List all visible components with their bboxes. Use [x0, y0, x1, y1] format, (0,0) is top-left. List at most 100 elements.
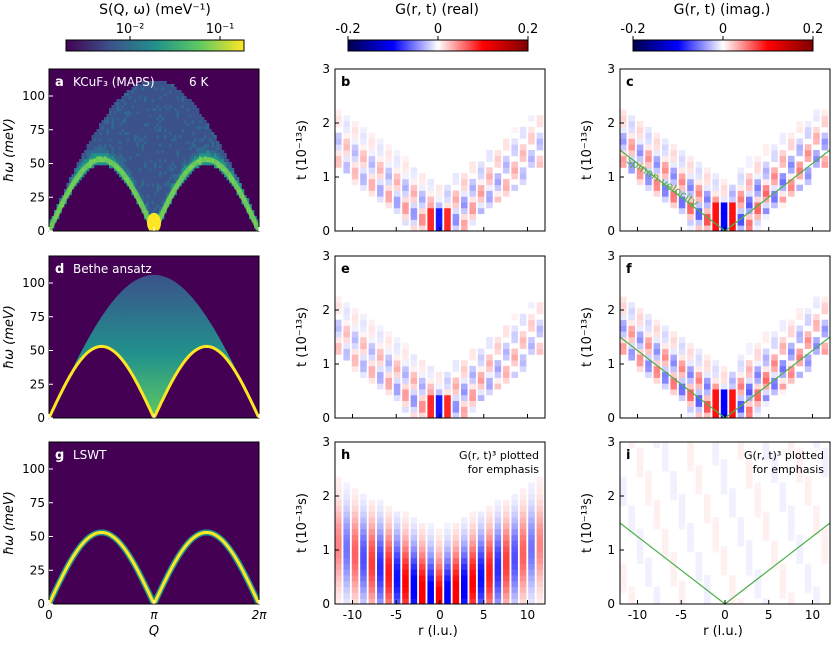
g-pixel	[636, 342, 644, 349]
spectrum-pixel	[164, 84, 167, 88]
g-pixel	[419, 569, 426, 576]
spectrum-pixel	[214, 144, 217, 148]
g-pixel	[779, 138, 787, 145]
tick-label-time: 1	[322, 543, 330, 557]
g-pixel	[678, 598, 686, 605]
spectrum-pixel	[89, 156, 92, 160]
g-pixel	[385, 563, 392, 570]
g-pixel	[368, 580, 376, 588]
g-pixel	[402, 586, 409, 593]
g-pixel	[528, 546, 535, 553]
g-pixel	[653, 442, 661, 449]
g-pixel	[435, 219, 443, 226]
g-pixel	[461, 190, 468, 197]
g-pixel	[360, 138, 367, 145]
spectrum-pixel	[124, 123, 127, 127]
spectrum-pixel	[169, 141, 172, 145]
g-pixel	[360, 132, 367, 139]
spectrum-pixel	[111, 150, 115, 154]
g-pixel	[393, 178, 401, 186]
g-pixel	[804, 126, 812, 134]
g-pixel	[402, 365, 409, 373]
spectrum-pixel	[134, 162, 137, 166]
g-pixel	[746, 196, 753, 203]
g-pixel	[704, 499, 711, 507]
spectrum-pixel	[131, 159, 135, 163]
g-pixel	[645, 342, 652, 349]
g-pixel	[687, 225, 694, 232]
g-pixel	[402, 563, 409, 570]
g-pixel	[469, 569, 476, 576]
g-pixel	[427, 377, 434, 384]
spectrum-pixel	[124, 108, 127, 112]
g-pixel	[419, 377, 426, 384]
g-pixel	[393, 540, 401, 547]
ylabel-time-e: t (10⁻¹³s)	[295, 307, 310, 367]
g-pixel	[343, 308, 350, 315]
g-pixel	[536, 325, 544, 332]
g-pixel	[435, 412, 443, 419]
spectrum-pixel	[201, 150, 205, 154]
g-pixel	[754, 406, 761, 413]
g-pixel	[477, 569, 485, 576]
g-pixel	[754, 586, 761, 593]
g-pixel	[377, 569, 384, 576]
spectrum-pixel	[229, 168, 232, 172]
spectrum-pixel	[181, 111, 185, 115]
tick-label-time: 0	[322, 224, 330, 238]
g-pixel	[754, 371, 761, 378]
g-pixel	[351, 178, 359, 186]
spectrum-pixel	[99, 123, 102, 127]
spectrum-pixel	[136, 144, 140, 148]
spectrum-pixel	[209, 147, 212, 151]
g-pixel	[477, 202, 485, 209]
g-pixel	[712, 528, 719, 535]
spectrum-pixel	[164, 174, 167, 178]
g-pixel	[461, 225, 468, 232]
g-pixel	[771, 331, 778, 338]
g-pixel	[788, 161, 795, 168]
g-pixel	[410, 528, 418, 535]
g-pixel	[461, 389, 468, 396]
spectrum-pixel	[161, 123, 165, 127]
g-pixel	[536, 482, 544, 489]
g-pixel	[335, 319, 342, 326]
g-pixel	[368, 155, 376, 162]
spectrum-pixel	[146, 129, 150, 133]
g-pixel	[729, 394, 736, 402]
g-pixel	[351, 126, 359, 134]
spectrum-pixel	[209, 135, 212, 139]
g-pixel	[368, 592, 376, 599]
spectrum-pixel	[146, 204, 150, 208]
spectrum-pixel	[131, 120, 135, 124]
spectrum-pixel	[154, 207, 157, 211]
g-pixel	[435, 580, 443, 588]
g-pixel	[746, 360, 753, 367]
g-pixel	[712, 225, 719, 232]
spectrum-pixel	[176, 165, 180, 169]
g-pixel	[452, 173, 460, 180]
spectrum-pixel	[169, 174, 172, 178]
g-pixel	[645, 488, 652, 495]
spectrum-pixel	[156, 195, 160, 199]
g-pixel	[645, 313, 652, 321]
g-pixel	[779, 173, 787, 180]
spectrum-pixel	[104, 132, 107, 136]
spectrum-pixel	[99, 132, 102, 136]
spectrum-pixel	[146, 159, 150, 163]
g-pixel	[729, 400, 736, 407]
g-pixel	[486, 365, 493, 373]
spectrum-pixel	[151, 162, 155, 166]
spectrum-pixel	[221, 171, 225, 175]
g-pixel	[796, 331, 803, 338]
g-pixel	[788, 365, 795, 373]
spectrum-pixel	[166, 96, 170, 100]
spectrum-pixel	[186, 141, 190, 145]
g-pixel	[343, 302, 350, 309]
g-pixel	[796, 371, 803, 378]
g-pixel	[762, 331, 770, 338]
g-pixel	[536, 161, 544, 168]
spectrum-pixel	[166, 189, 170, 193]
spectrum-pixel	[154, 156, 157, 160]
spectrum-pixel	[181, 126, 185, 130]
